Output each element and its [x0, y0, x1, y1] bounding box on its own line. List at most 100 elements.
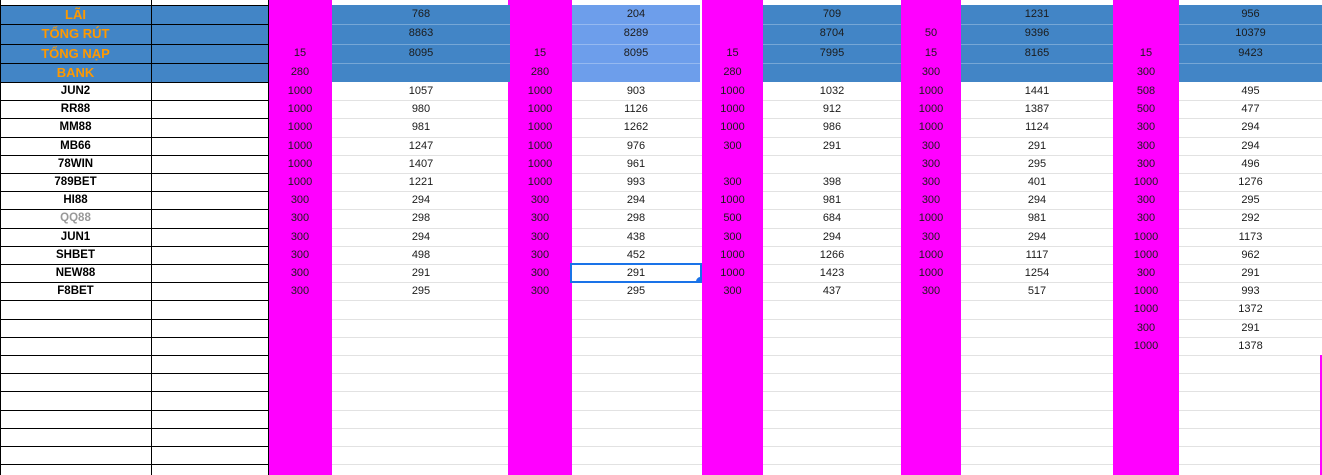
magenta-col-5-cell[interactable]: 300 — [1136, 321, 1156, 334]
data-col-5-header-cell[interactable]: 10379 — [1235, 27, 1266, 40]
data-col-5-cell[interactable]: 477 — [1241, 103, 1260, 116]
data-col-1-header-cell[interactable]: 8863 — [408, 27, 434, 40]
data-col-2-header-cell[interactable]: 204 — [626, 8, 646, 20]
row-label-cell[interactable]: HI88 — [63, 194, 88, 207]
magenta-col-3-cell[interactable]: 300 — [723, 139, 742, 152]
magenta-col-1-cell[interactable]: 300 — [290, 285, 310, 298]
data-col-3-header-cell[interactable]: 7995 — [819, 46, 845, 59]
data-col-4-cell[interactable]: 1117 — [1025, 248, 1049, 261]
magenta-col-1-cell[interactable]: 300 — [290, 212, 310, 225]
data-col-5-cell[interactable]: 962 — [1241, 248, 1260, 261]
data-col-5-header-cell[interactable]: 956 — [1241, 8, 1260, 20]
magenta-col-3-cell[interactable]: 1000 — [720, 121, 745, 134]
data-col-3-cell[interactable]: 1032 — [819, 85, 845, 97]
magenta-col-4-cell[interactable]: 300 — [921, 230, 941, 243]
row-label-cell[interactable]: MM88 — [59, 121, 92, 134]
data-col-3-cell[interactable]: 291 — [822, 139, 842, 152]
magenta-col-2-cell[interactable]: 300 — [530, 230, 550, 243]
magenta-col-4-cell[interactable]: 1000 — [918, 121, 944, 134]
magenta-col-2-header-cell[interactable]: 15 — [533, 46, 547, 59]
magenta-col-3-cell[interactable]: 300 — [723, 285, 742, 298]
data-col-5-cell[interactable]: 495 — [1241, 85, 1260, 97]
data-col-1-cell[interactable]: 1057 — [408, 85, 434, 97]
magenta-col-1-cell[interactable]: 300 — [290, 194, 310, 207]
magenta-col-2-cell[interactable]: 300 — [530, 194, 550, 207]
data-col-2-cell[interactable]: 976 — [626, 139, 646, 152]
magenta-col-5-header-cell[interactable]: 15 — [1139, 46, 1153, 59]
row-label-cell[interactable]: RR88 — [60, 103, 91, 116]
data-col-5-cell[interactable]: 993 — [1241, 285, 1260, 298]
magenta-col-2-header-cell[interactable]: 280 — [530, 65, 550, 78]
data-col-5-cell[interactable]: 496 — [1241, 157, 1260, 170]
data-col-4-header-cell[interactable]: 9396 — [1024, 27, 1050, 40]
row-label-cell[interactable]: 78WIN — [57, 157, 94, 170]
data-col-1-header-cell[interactable]: 768 — [411, 8, 431, 20]
data-col-4-cell[interactable]: 981 — [1027, 212, 1047, 225]
row-label-cell[interactable]: NEW88 — [55, 267, 96, 279]
data-col-2-cell[interactable]: 1262 — [623, 121, 649, 134]
magenta-col-5-cell[interactable]: 508 — [1136, 85, 1156, 97]
data-col-2-cell[interactable]: 903 — [626, 85, 646, 97]
data-col-4-cell[interactable]: 401 — [1027, 176, 1047, 188]
data-col-5-cell[interactable]: 291 — [1241, 267, 1260, 279]
magenta-col-5-header-cell[interactable]: 300 — [1136, 65, 1156, 78]
magenta-col-4-cell[interactable]: 300 — [921, 194, 941, 207]
magenta-col-5-cell[interactable]: 300 — [1136, 267, 1156, 279]
data-col-4-cell[interactable]: 295 — [1027, 157, 1047, 170]
magenta-col-2-cell[interactable]: 1000 — [527, 176, 553, 188]
magenta-col-1-cell[interactable]: 300 — [290, 267, 310, 279]
magenta-col-1-cell[interactable]: 1000 — [287, 121, 313, 134]
data-col-2-cell[interactable]: 961 — [626, 157, 646, 170]
magenta-col-2-cell[interactable]: 300 — [530, 212, 550, 225]
row-label-cell[interactable]: 789BET — [54, 176, 97, 188]
magenta-col-5-cell[interactable]: 500 — [1136, 103, 1156, 116]
magenta-col-5-cell[interactable]: 1000 — [1133, 339, 1159, 352]
data-col-3-cell[interactable]: 986 — [822, 121, 842, 134]
row-label-cell[interactable]: MB66 — [60, 139, 91, 152]
data-col-2-header-cell[interactable]: 8095 — [623, 46, 649, 59]
data-col-1-cell[interactable]: 1247 — [408, 139, 434, 152]
data-col-5-cell[interactable]: 294 — [1241, 139, 1260, 152]
magenta-col-2-cell[interactable]: 1000 — [527, 85, 553, 97]
data-col-3-cell[interactable]: 1266 — [819, 248, 845, 261]
magenta-col-4-header-cell[interactable]: 15 — [924, 46, 938, 59]
magenta-col-2-cell[interactable]: 300 — [530, 248, 550, 261]
data-col-4-cell[interactable]: 291 — [1027, 139, 1047, 152]
data-col-3-cell[interactable]: 437 — [822, 285, 842, 298]
data-col-1-cell[interactable]: 1407 — [408, 157, 434, 170]
magenta-col-4-cell[interactable]: 300 — [921, 176, 941, 188]
data-col-4-header-cell[interactable]: 1231 — [1024, 8, 1050, 20]
data-col-4-cell[interactable]: 1124 — [1025, 121, 1049, 134]
data-col-4-cell[interactable]: 1387 — [1024, 103, 1050, 116]
data-col-4-cell[interactable]: 294 — [1027, 230, 1047, 243]
magenta-col-1-cell[interactable]: 1000 — [287, 139, 313, 152]
magenta-col-2-cell[interactable]: 1000 — [527, 121, 553, 134]
data-col-5-cell[interactable]: 1372 — [1238, 303, 1263, 316]
data-col-4-header-cell[interactable]: 8165 — [1024, 46, 1050, 59]
data-col-4-cell[interactable]: 1441 — [1024, 85, 1050, 97]
data-col-1-cell[interactable]: 981 — [411, 121, 431, 134]
magenta-col-4-cell[interactable]: 1000 — [918, 212, 944, 225]
magenta-col-5-cell[interactable]: 1000 — [1133, 176, 1159, 188]
magenta-col-5-cell[interactable]: 1000 — [1133, 230, 1159, 243]
header-row-label[interactable]: TỔNG NẠP — [41, 45, 110, 61]
row-label-cell[interactable]: QQ88 — [60, 212, 91, 225]
magenta-col-3-cell[interactable]: 1000 — [720, 85, 745, 97]
data-col-3-cell[interactable]: 981 — [822, 194, 842, 207]
row-label-cell[interactable]: JUN2 — [60, 85, 91, 97]
magenta-col-3-cell[interactable]: 300 — [723, 230, 742, 243]
magenta-col-5-cell[interactable]: 300 — [1136, 139, 1156, 152]
magenta-col-5-cell[interactable]: 1000 — [1133, 248, 1159, 261]
magenta-col-2-cell[interactable]: 1000 — [527, 139, 553, 152]
magenta-col-5-cell[interactable]: 1000 — [1133, 303, 1159, 316]
row-label-cell[interactable]: F8BET — [57, 285, 94, 298]
data-col-3-header-cell[interactable]: 8704 — [819, 27, 845, 40]
data-col-4-cell[interactable]: 294 — [1027, 194, 1047, 207]
magenta-col-5-cell[interactable]: 300 — [1136, 121, 1156, 134]
magenta-col-3-header-cell[interactable]: 15 — [726, 46, 739, 59]
magenta-col-1-cell[interactable]: 1000 — [287, 85, 313, 97]
data-col-2-cell[interactable]: 291 — [626, 267, 646, 279]
magenta-col-4-cell[interactable]: 1000 — [918, 267, 944, 279]
magenta-col-4-cell[interactable]: 1000 — [918, 248, 944, 261]
data-col-2-cell[interactable]: 1126 — [624, 103, 648, 116]
